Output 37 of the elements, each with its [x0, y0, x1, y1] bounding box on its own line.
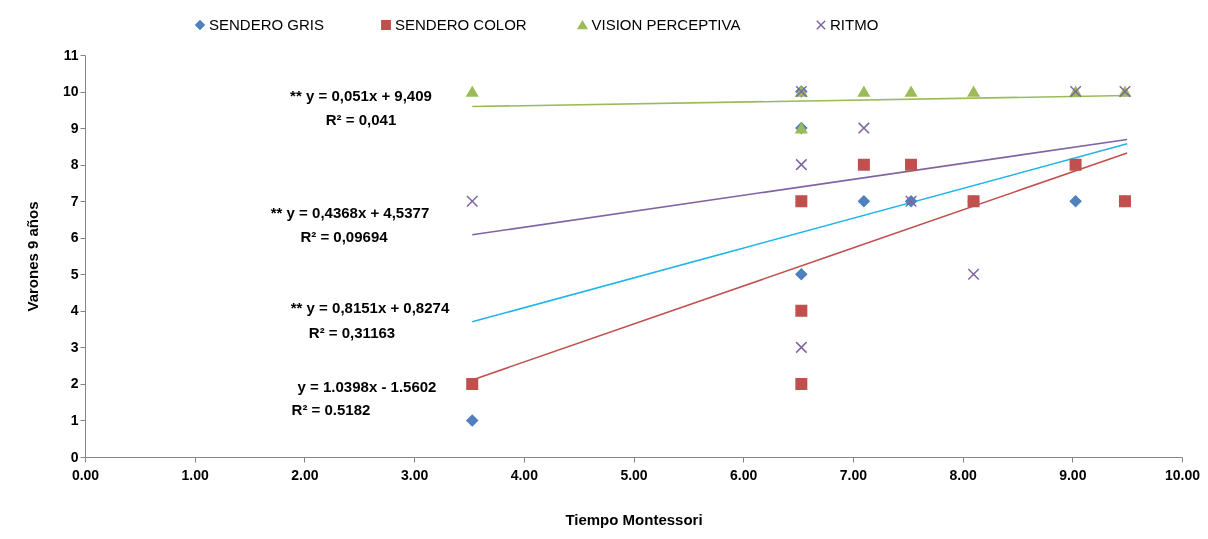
x-tick-label: 4.00: [510, 466, 539, 483]
x-tick-label: 5.00: [620, 466, 648, 483]
x-tick-label: 3.00: [400, 466, 429, 483]
annotation: R² = 0.5182: [291, 401, 371, 418]
annotation: y = 1.0398x - 1.5602: [297, 378, 437, 395]
y-tick-label: 3: [70, 338, 79, 355]
annotation: ** y = 0,051x + 9,409: [290, 87, 432, 104]
y-tick-label: 0: [70, 448, 79, 465]
y-tick-label: 5: [70, 265, 79, 282]
annotation: ** y = 0,4368x + 4,5377: [270, 204, 430, 221]
y-tick-label: 9: [70, 119, 79, 136]
legend-label: SENDERO GRIS: [209, 16, 325, 33]
x-tick-label: 1.00: [181, 466, 210, 483]
x-tick-label: 9.00: [1059, 466, 1087, 483]
x-tick-label: 0.00: [71, 466, 100, 483]
x-tick-label: 10.00: [1164, 466, 1201, 483]
y-tick-label: 7: [70, 192, 79, 209]
y-tick-label: 11: [63, 46, 79, 63]
y-tick-label: 4: [70, 302, 79, 319]
legend-label: SENDERO COLOR: [395, 16, 527, 33]
annotation: R² = 0,041: [325, 111, 397, 128]
y-axis-title: Varones 9 años: [23, 201, 41, 312]
x-tick-label: 7.00: [839, 466, 868, 483]
y-tick-label: 2: [70, 375, 79, 392]
annotation: R² = 0,31163: [308, 324, 396, 341]
legend-label: RITMO: [830, 16, 879, 33]
x-tick-label: 6.00: [730, 466, 758, 483]
x-axis-title: Tiempo Montessori: [565, 510, 703, 528]
y-tick-label: 8: [70, 156, 79, 173]
y-tick-label: 6: [70, 229, 79, 246]
annotation: R² = 0,09694: [300, 228, 389, 245]
legend-label: VISION PERCEPTIVA: [591, 16, 741, 33]
y-tick-label: 10: [62, 83, 79, 100]
y-tick-label: 1: [70, 411, 79, 428]
x-tick-label: 2.00: [291, 466, 319, 483]
x-tick-label: 8.00: [949, 466, 977, 483]
annotation: ** y = 0,8151x + 0,8274: [290, 299, 450, 316]
